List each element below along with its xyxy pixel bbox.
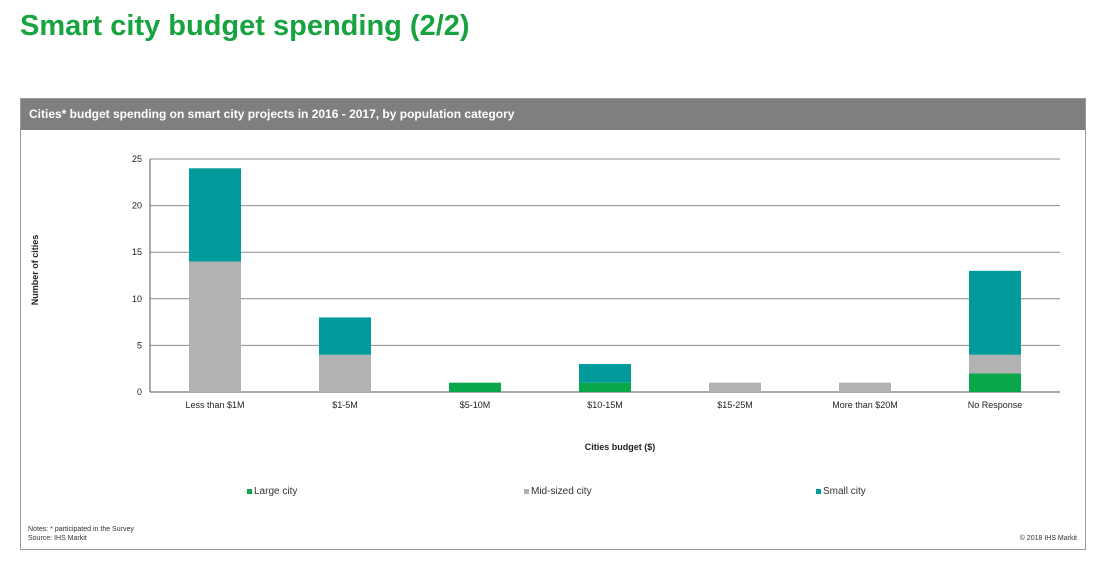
bar-segment xyxy=(709,382,761,392)
x-axis-title: Cities budget ($) xyxy=(585,442,656,452)
bar-segment xyxy=(579,364,631,383)
x-tick-label: $15-25M xyxy=(717,400,753,410)
bar-segment xyxy=(579,382,631,392)
y-axis-title: Number of cities xyxy=(30,235,40,306)
legend-item-mid-sized-city: Mid-sized city xyxy=(524,486,592,497)
legend-label-small-city: Small city xyxy=(823,486,866,497)
chart-panel-header: Cities* budget spending on smart city pr… xyxy=(21,99,1085,130)
copyright-text: © 2018 IHS Markit xyxy=(1019,535,1077,542)
legend-item-small-city: Small city xyxy=(816,486,866,497)
x-tick-label: No Response xyxy=(968,400,1023,410)
bar-segment xyxy=(839,382,891,392)
x-tick-label: $10-15M xyxy=(587,400,623,410)
bar-segment xyxy=(319,354,371,392)
bar-segment xyxy=(319,317,371,355)
legend-swatch-mid-sized-city xyxy=(524,489,529,494)
y-tick-label: 20 xyxy=(132,201,142,211)
y-tick-label: 10 xyxy=(132,294,142,304)
legend-label-large-city: Large city xyxy=(254,486,298,497)
legend-label-mid-sized-city: Mid-sized city xyxy=(531,486,592,497)
y-tick-label: 5 xyxy=(137,340,142,350)
stacked-bar-chart: 0 5 10 15 20 25 Less than $1M $1-5M $5-10M $10-15… xyxy=(30,154,1060,452)
x-tick-label: Less than $1M xyxy=(185,400,244,410)
legend-swatch-small-city xyxy=(816,489,821,494)
bar-segment xyxy=(449,382,501,392)
x-tick-label: More than $20M xyxy=(832,400,898,410)
x-tick-label: $1-5M xyxy=(332,400,358,410)
y-tick-label: 15 xyxy=(132,247,142,257)
chart-panel: Cities* budget spending on smart city pr… xyxy=(20,98,1086,550)
bar-segment xyxy=(969,354,1021,374)
source-line: Source: IHS Markit xyxy=(28,535,87,542)
x-tick-label: $5-10M xyxy=(460,400,491,410)
page-title: Smart city budget spending (2/2) xyxy=(20,10,470,42)
chart-notes: Notes: * participated in the Survey Sour… xyxy=(28,525,134,543)
legend-item-large-city: Large city xyxy=(247,486,297,497)
bar-segment xyxy=(969,373,1021,392)
bar-segment xyxy=(969,270,1021,355)
y-tick-label: 0 xyxy=(137,387,142,397)
notes-line: Notes: * participated in the Survey xyxy=(28,526,134,533)
bar-segment xyxy=(189,168,241,262)
bar-segment xyxy=(189,261,241,392)
y-tick-label: 25 xyxy=(132,154,142,164)
legend-swatch-large-city xyxy=(247,489,252,494)
